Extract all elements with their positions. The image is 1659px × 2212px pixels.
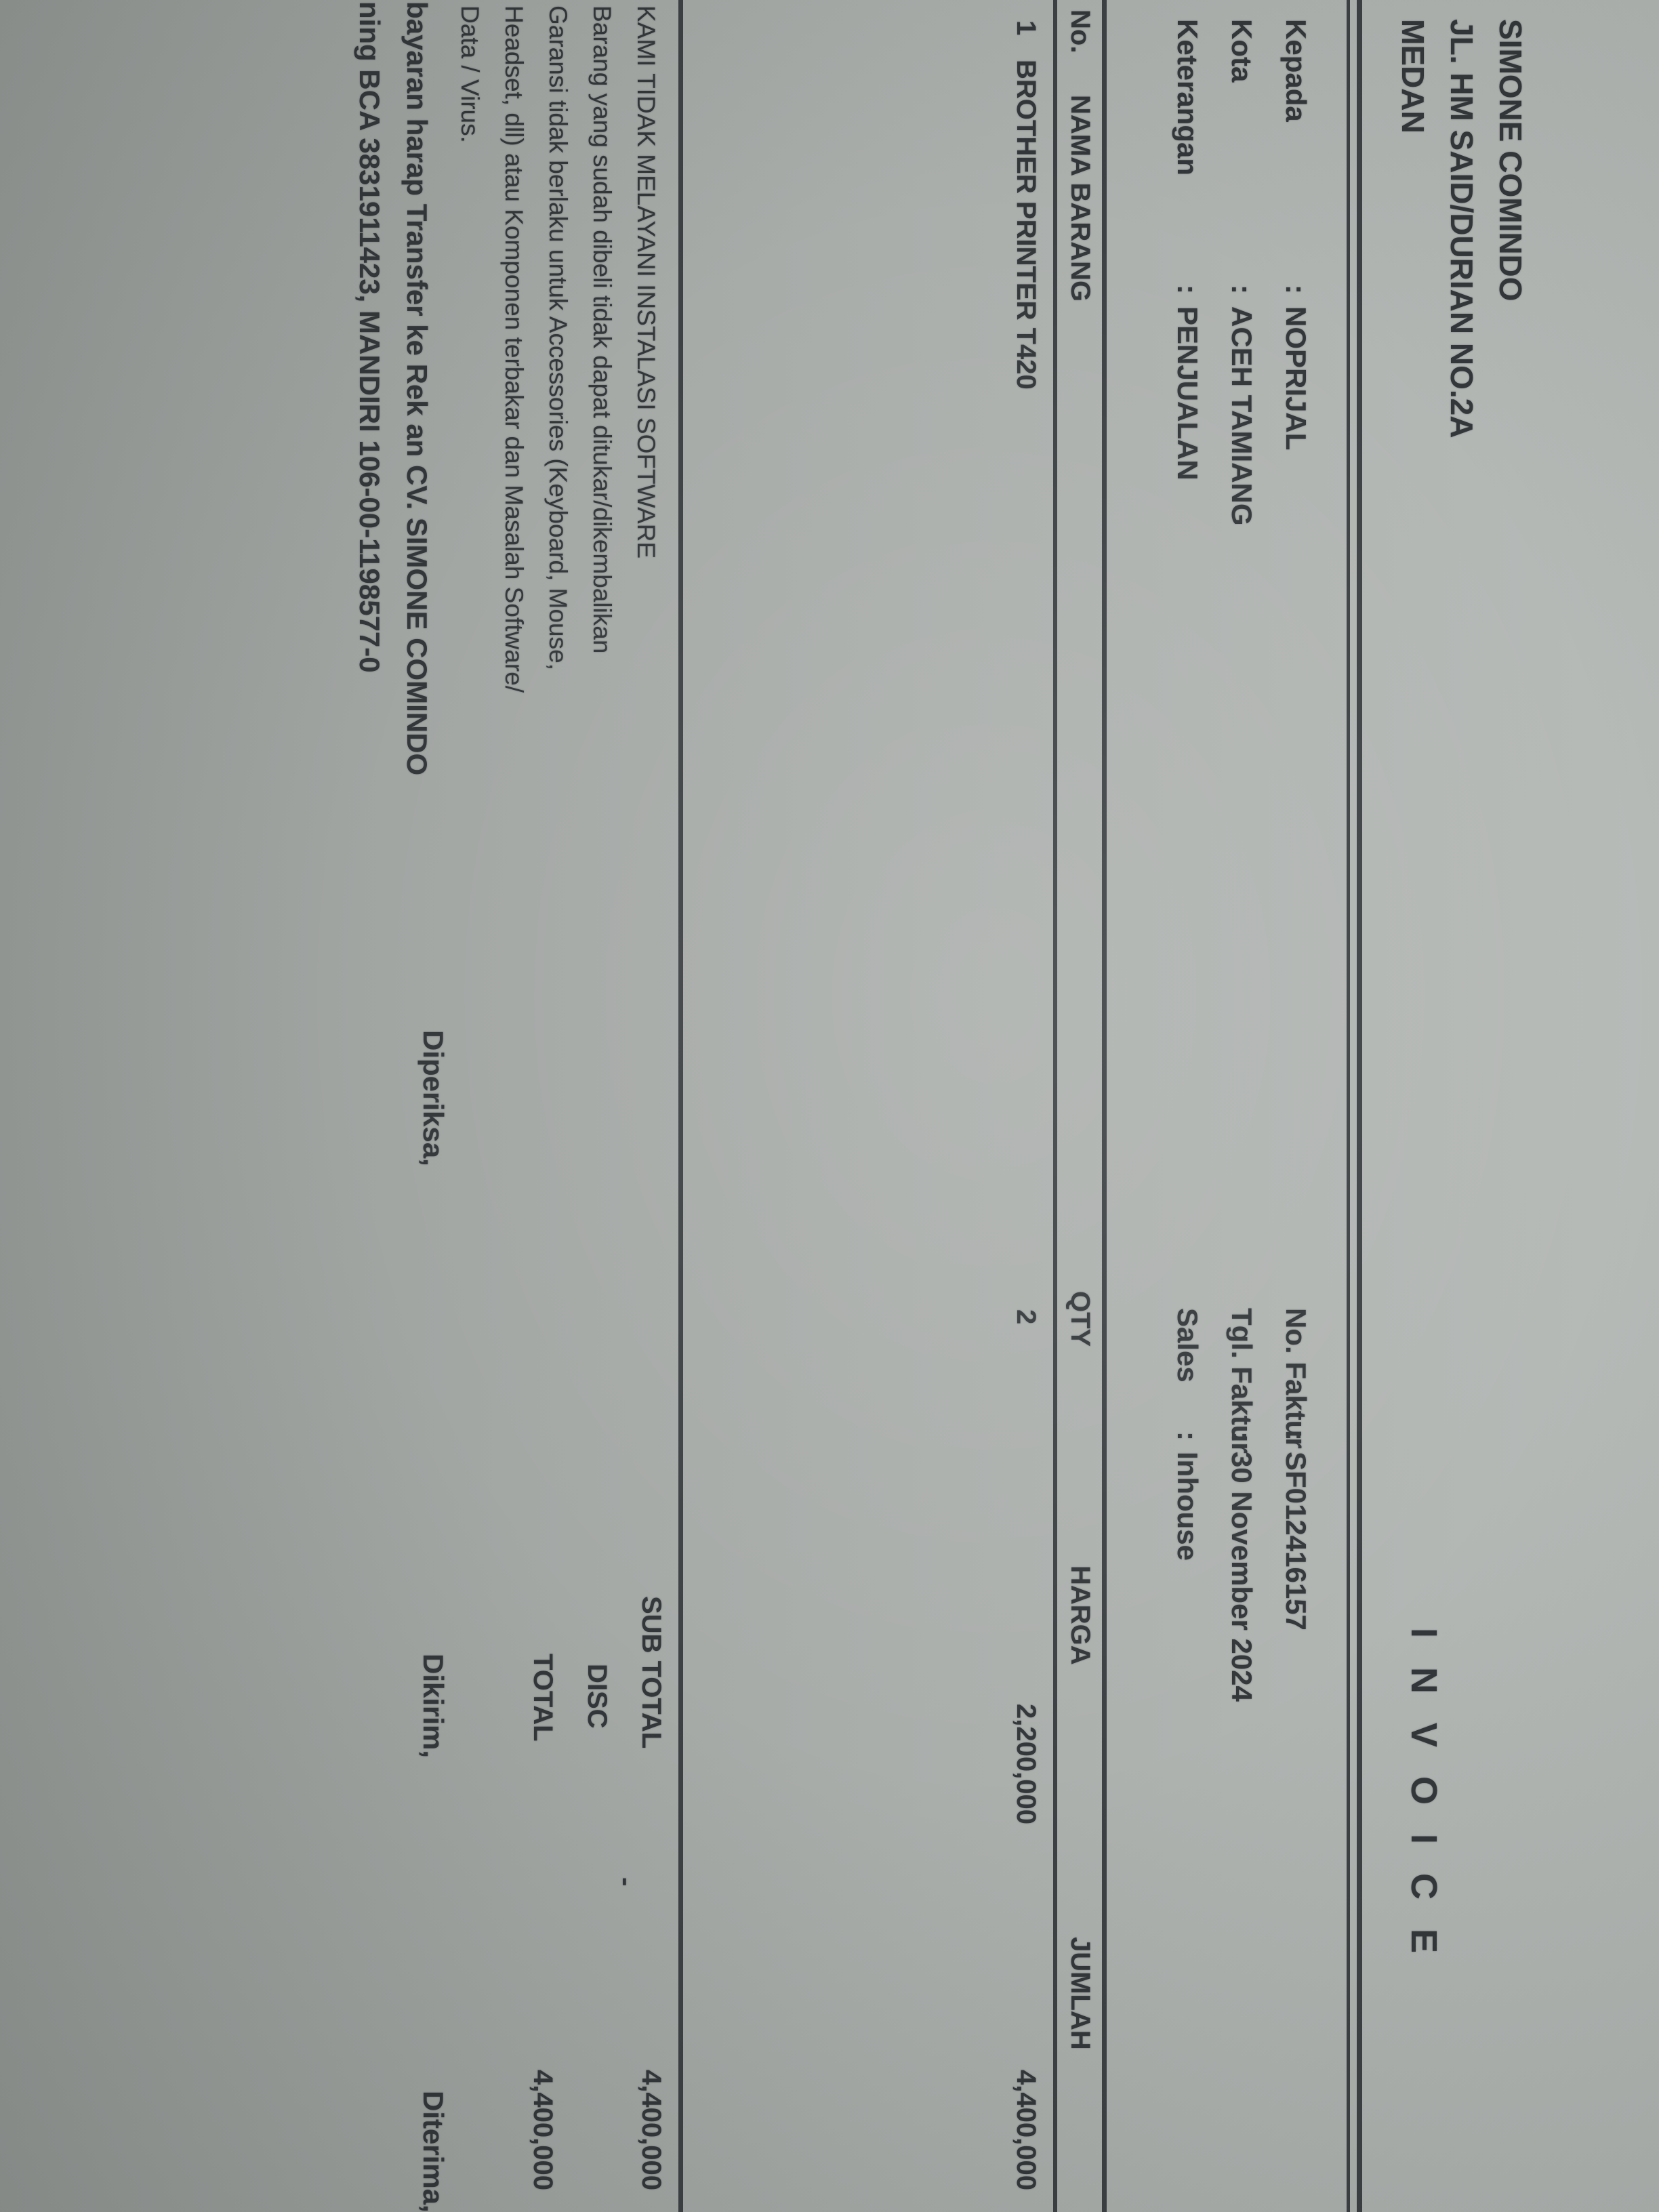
row-harga: 2,200,000 [1011, 1704, 1041, 1824]
table-header-row: No. NAMA BARANG QTY HARGA JUMLAH [1063, 0, 1095, 2212]
subtotal-label: SUB TOTAL [636, 1596, 666, 1749]
kepada-colon: : [1280, 285, 1312, 294]
table-top-border [1102, 0, 1107, 2212]
tgl-faktur-colon: : [1226, 1431, 1258, 1441]
sales-value: Inhouse [1172, 1452, 1204, 1561]
notes-block: KAMI TIDAK MELAYANI INSTALASI SOFTWARE B… [448, 5, 668, 693]
note-line: Barang yang sudah dibeli tidak dapat dit… [588, 5, 616, 654]
note-line: Garansi tidak berlaku untuk Accessories … [544, 5, 572, 670]
payment-line: bayaran harap Transfer ke Rek an CV. SIM… [401, 1, 433, 776]
table-header-underline [1053, 0, 1057, 2212]
table-row: 1 BROTHER PRINTER T420 2 2,200,000 4,400… [1008, 0, 1041, 2212]
col-header-jumlah: JUMLAH [1065, 1937, 1095, 2050]
kepada-value: NOPRIJAL [1280, 306, 1312, 451]
header-rule-bottom [1347, 0, 1350, 2212]
keterangan-label: Keterangan [1172, 19, 1204, 176]
kepada-label: Kepada [1280, 19, 1312, 122]
tgl-faktur-value: 30 November 2024 [1226, 1452, 1258, 1702]
keterangan-colon: : [1172, 285, 1204, 294]
signature-dikirim: Dikirim, [417, 1654, 449, 1759]
no-faktur-label: No. Faktur [1280, 1308, 1312, 1449]
total-value: 4,400,000 [528, 2070, 558, 2190]
kota-value: ACEH TAMIANG [1226, 306, 1258, 526]
kota-label: Kota [1226, 19, 1258, 83]
subtotal-value: 4,400,000 [636, 2070, 666, 2190]
sales-label: Sales [1172, 1308, 1204, 1382]
company-name: SIMONE COMINDO [1493, 19, 1528, 302]
disc-label: DISC [582, 1664, 612, 1729]
company-address: JL. HM SAID/DURIAN NO.2A [1444, 19, 1479, 438]
signature-diterima: Diterima, [417, 2091, 449, 2212]
total-label: TOTAL [528, 1654, 558, 1742]
col-header-qty: QTY [1065, 1291, 1095, 1347]
header-rule-top [1357, 0, 1362, 2212]
disc-value: - [611, 1877, 641, 1887]
company-city: MEDAN [1395, 19, 1431, 134]
invoice-title: I N V O I C E [1404, 1628, 1444, 1963]
row-nama: BROTHER PRINTER T420 [1011, 60, 1041, 390]
note-line: KAMI TIDAK MELAYANI INSTALASI SOFTWARE [632, 5, 660, 559]
sales-colon: : [1172, 1431, 1204, 1441]
table-bottom-border [678, 0, 683, 2212]
keterangan-value: PENJUALAN [1172, 306, 1204, 480]
no-faktur-value: SF012416157 [1280, 1452, 1312, 1631]
row-no: 1 [1011, 20, 1041, 36]
letterhead: SIMONE COMINDO JL. HM SAID/DURIAN NO.2A … [1389, 19, 1535, 438]
row-jumlah: 4,400,000 [1011, 2070, 1041, 2190]
note-line: Headset, dll) atau Komponen terbakar dan… [500, 5, 528, 693]
row-qty: 2 [1011, 1309, 1041, 1325]
col-header-nama: NAMA BARANG [1065, 95, 1095, 302]
payment-block: bayaran harap Transfer ke Rek an CV. SIM… [346, 1, 441, 775]
col-header-no: No. [1065, 9, 1095, 54]
no-faktur-colon: : [1280, 1431, 1312, 1441]
kota-colon: : [1226, 285, 1258, 294]
payment-line: ning BCA 3831911423, MANDIRI 106-00-1198… [354, 1, 386, 673]
col-header-harga: HARGA [1065, 1565, 1095, 1665]
signature-diperiksa: Diperiksa, [417, 1030, 449, 1166]
note-line: Data / Virus. [456, 5, 484, 143]
